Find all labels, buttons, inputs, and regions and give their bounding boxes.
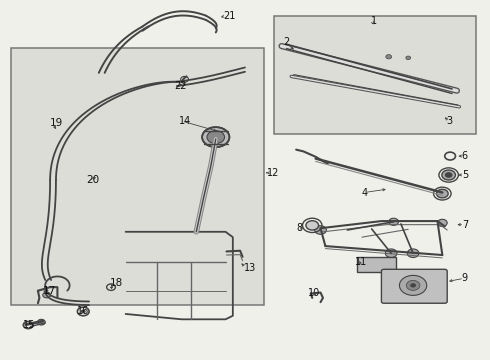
Text: 18: 18	[110, 278, 123, 288]
Circle shape	[386, 55, 392, 59]
Text: 5: 5	[462, 170, 468, 180]
Circle shape	[437, 189, 448, 198]
Circle shape	[207, 131, 224, 144]
Text: 21: 21	[223, 11, 236, 21]
Circle shape	[438, 219, 447, 226]
Text: 1: 1	[371, 16, 377, 26]
Text: 17: 17	[43, 287, 56, 296]
Text: 14: 14	[179, 116, 192, 126]
Bar	[274, 16, 476, 134]
Circle shape	[389, 218, 398, 225]
Circle shape	[385, 249, 397, 257]
Text: 8: 8	[296, 223, 302, 233]
Text: 10: 10	[308, 288, 320, 297]
Circle shape	[407, 249, 419, 257]
Circle shape	[406, 56, 411, 60]
Text: 3: 3	[446, 116, 452, 126]
Text: 15: 15	[24, 320, 36, 330]
Circle shape	[81, 310, 86, 313]
Text: 9: 9	[462, 273, 468, 283]
Circle shape	[315, 226, 326, 234]
Bar	[11, 48, 265, 305]
Text: 7: 7	[462, 220, 468, 230]
Text: 11: 11	[355, 257, 367, 267]
Circle shape	[43, 292, 50, 298]
Text: 13: 13	[244, 262, 256, 273]
Text: 20: 20	[87, 175, 100, 185]
Text: 4: 4	[362, 188, 368, 198]
Circle shape	[306, 221, 318, 230]
Bar	[357, 257, 396, 272]
Circle shape	[410, 283, 416, 288]
Circle shape	[442, 170, 456, 180]
Circle shape	[37, 319, 45, 325]
Text: 22: 22	[174, 81, 187, 91]
FancyBboxPatch shape	[381, 269, 447, 303]
Text: 16: 16	[77, 306, 89, 316]
Circle shape	[406, 280, 420, 291]
Circle shape	[445, 172, 453, 178]
Text: 19: 19	[50, 118, 63, 128]
Circle shape	[202, 127, 229, 147]
Text: 6: 6	[462, 151, 468, 161]
Circle shape	[399, 275, 427, 296]
Text: 2: 2	[283, 37, 289, 48]
Text: 12: 12	[267, 168, 279, 178]
